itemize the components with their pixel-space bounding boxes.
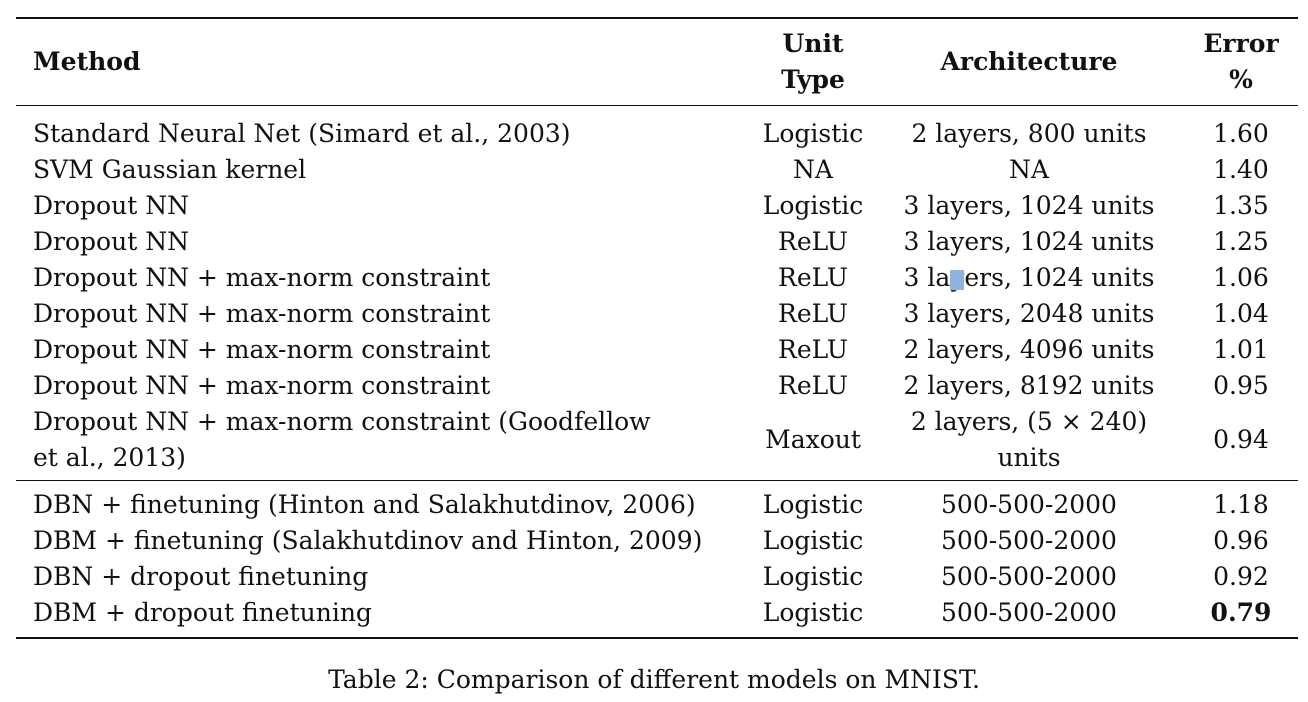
cell-method: Dropout NN <box>33 227 189 256</box>
results-table: Method Unit Type Architecture Error % St… <box>16 17 1298 639</box>
header-unit-type-line2: Type <box>781 65 845 94</box>
table-row: Standard Neural Net (Simard et al., 2003… <box>16 106 1298 153</box>
cell-architecture: 2 layers, (5 × 240) units <box>874 404 1184 481</box>
cell-method: Standard Neural Net (Simard et al., 2003… <box>33 119 571 148</box>
header-error-line2: % <box>1229 65 1253 94</box>
cell-error: 1.01 <box>1213 335 1269 364</box>
cell-method: Dropout NN + max-norm constraint <box>33 335 491 364</box>
cell-method-line2: et al., 2013) <box>33 443 186 472</box>
cell-architecture: 500-500-2000 <box>941 562 1117 591</box>
cell-architecture-line2: units <box>997 443 1061 472</box>
cell-unit-type: Logistic <box>762 119 864 148</box>
cell-method: Dropout NN + max-norm constraint <box>33 263 491 292</box>
table-row: DBN + dropout finetuning Logistic 500-50… <box>16 559 1298 595</box>
header-architecture: Architecture <box>940 47 1118 76</box>
cell-unit-type: ReLU <box>778 371 848 400</box>
table-row: Dropout NN + max-norm constraint ReLU 3 … <box>16 296 1298 332</box>
table-group-dbn-dbm: DBN + finetuning (Hinton and Salakhutdin… <box>16 481 1298 638</box>
cell-unit-type: Logistic <box>762 526 864 555</box>
cell-method: Dropout NN + max-norm constraint (Goodfe… <box>16 404 752 481</box>
cell-architecture: 2 layers, 800 units <box>911 119 1147 148</box>
cell-method-line1: Dropout NN + max-norm constraint (Goodfe… <box>33 407 651 436</box>
cell-method: DBN + finetuning (Hinton and Salakhutdin… <box>33 490 696 519</box>
cell-architecture: 3 layers, 1024 units <box>903 227 1155 256</box>
cell-method: Dropout NN + max-norm constraint <box>33 371 491 400</box>
cell-unit-type: ReLU <box>778 227 848 256</box>
table-row: DBM + dropout finetuning Logistic 500-50… <box>16 595 1298 638</box>
cell-error: 1.06 <box>1213 263 1269 292</box>
cell-error: 0.92 <box>1213 562 1269 591</box>
table-row: Dropout NN Logistic 3 layers, 1024 units… <box>16 188 1298 224</box>
cell-error: 0.94 <box>1213 425 1269 454</box>
cell-error: 0.95 <box>1213 371 1269 400</box>
header-unit-type-line1: Unit <box>782 29 844 58</box>
header-row: Method Unit Type Architecture Error % <box>16 18 1298 106</box>
cell-error: 1.35 <box>1213 191 1269 220</box>
cell-method: DBN + dropout finetuning <box>33 562 369 591</box>
cell-error: 0.96 <box>1213 526 1269 555</box>
cell-architecture: 3 layers, 2048 units <box>903 299 1155 328</box>
table-row: Dropout NN ReLU 3 layers, 1024 units 1.2… <box>16 224 1298 260</box>
header-error-line1: Error <box>1203 29 1279 58</box>
cell-architecture: 500-500-2000 <box>941 598 1117 627</box>
cell-unit-type: NA <box>793 155 833 184</box>
cell-architecture: 2 layers, 8192 units <box>903 371 1155 400</box>
table-row: Dropout NN + max-norm constraint ReLU 2 … <box>16 368 1298 404</box>
cell-unit-type: ReLU <box>778 299 848 328</box>
header-error: Error % <box>1184 18 1298 106</box>
cell-method: DBM + dropout finetuning <box>33 598 372 627</box>
cell-architecture: 3 layers, 1024 units <box>903 191 1155 220</box>
cell-error: 1.04 <box>1213 299 1269 328</box>
cell-architecture: NA <box>1009 155 1049 184</box>
cell-method: DBM + finetuning (Salakhutdinov and Hint… <box>33 526 703 555</box>
table-row: Dropout NN + max-norm constraint (Goodfe… <box>16 404 1298 481</box>
cell-method: SVM Gaussian kernel <box>33 155 307 184</box>
table-row: DBM + finetuning (Salakhutdinov and Hint… <box>16 523 1298 559</box>
cell-architecture: 500-500-2000 <box>941 490 1117 519</box>
text-cursor-highlight <box>950 270 964 290</box>
cell-unit-type: Logistic <box>762 490 864 519</box>
cell-architecture: 500-500-2000 <box>941 526 1117 555</box>
cell-method: Dropout NN <box>33 191 189 220</box>
cell-unit-type: Logistic <box>762 562 864 591</box>
cell-unit-type: ReLU <box>778 263 848 292</box>
header-method: Method <box>33 47 141 76</box>
table-group-feedforward: Standard Neural Net (Simard et al., 2003… <box>16 106 1298 481</box>
cell-error: 1.40 <box>1213 155 1269 184</box>
cell-unit-type: Logistic <box>762 191 864 220</box>
cell-error-best: 0.79 <box>1210 598 1272 627</box>
cell-error: 1.18 <box>1213 490 1269 519</box>
cell-error: 1.60 <box>1213 119 1269 148</box>
table-header: Method Unit Type Architecture Error % <box>16 18 1298 106</box>
cell-unit-type: ReLU <box>778 335 848 364</box>
cell-architecture: 3 layers, 1024 units <box>903 263 1155 292</box>
cell-architecture: 2 layers, 4096 units <box>903 335 1155 364</box>
header-unit-type: Unit Type <box>752 18 874 106</box>
table-row: DBN + finetuning (Hinton and Salakhutdin… <box>16 481 1298 524</box>
table-caption: Table 2: Comparison of different models … <box>328 665 980 694</box>
results-table-container: Method Unit Type Architecture Error % St… <box>16 17 1298 639</box>
table-row: Dropout NN + max-norm constraint ReLU 2 … <box>16 332 1298 368</box>
table-row: Dropout NN + max-norm constraint ReLU 3 … <box>16 260 1298 296</box>
cell-architecture-line1: 2 layers, (5 × 240) <box>910 407 1148 436</box>
cell-unit-type: Maxout <box>765 425 861 454</box>
cell-method: Dropout NN + max-norm constraint <box>33 299 491 328</box>
table-row: SVM Gaussian kernel NA NA 1.40 <box>16 152 1298 188</box>
cell-error: 1.25 <box>1213 227 1269 256</box>
cell-unit-type: Logistic <box>762 598 864 627</box>
